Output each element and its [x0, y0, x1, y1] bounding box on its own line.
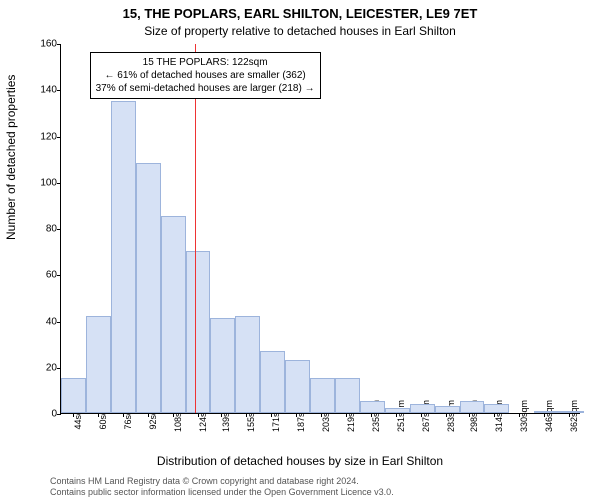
y-tick-mark [57, 137, 61, 138]
histogram-bar [410, 404, 435, 413]
x-tick-label: 346sqm [544, 400, 554, 432]
y-tick-mark [57, 90, 61, 91]
histogram-bar [534, 411, 559, 413]
x-tick-label: 362sqm [569, 400, 579, 432]
y-tick-label: 80 [46, 224, 57, 235]
x-axis-label: Distribution of detached houses by size … [0, 454, 600, 468]
y-tick-mark [57, 368, 61, 369]
y-tick-label: 100 [40, 177, 57, 188]
y-tick-label: 160 [40, 39, 57, 50]
footer-line-2: Contains public sector information licen… [50, 487, 590, 498]
histogram-bar [186, 251, 211, 413]
histogram-bar [61, 378, 86, 413]
histogram-plot: 02040608010012014016044sqm60sqm76sqm92sq… [60, 44, 580, 414]
histogram-bar [285, 360, 310, 413]
histogram-bar [310, 378, 335, 413]
histogram-bar [385, 408, 410, 413]
histogram-bar [86, 316, 111, 413]
histogram-bar [235, 316, 260, 413]
histogram-bar [161, 216, 186, 413]
x-tick-label: 330sqm [519, 400, 529, 432]
histogram-bar [559, 411, 584, 413]
histogram-bar [210, 318, 235, 413]
histogram-bar [435, 406, 460, 413]
x-tick-label: 283sqm [446, 400, 456, 432]
y-tick-label: 40 [46, 316, 57, 327]
y-tick-mark [57, 44, 61, 45]
histogram-bar [360, 401, 385, 413]
y-tick-mark [57, 322, 61, 323]
x-tick-label: 251sqm [396, 400, 406, 432]
footer-line-1: Contains HM Land Registry data © Crown c… [50, 476, 590, 487]
y-tick-label: 140 [40, 85, 57, 96]
title-main: 15, THE POPLARS, EARL SHILTON, LEICESTER… [0, 6, 600, 21]
annotation-line-1: 15 THE POPLARS: 122sqm [96, 56, 315, 69]
histogram-bar [484, 404, 509, 413]
y-tick-mark [57, 183, 61, 184]
property-marker-line [195, 44, 196, 413]
y-tick-label: 60 [46, 270, 57, 281]
y-tick-label: 20 [46, 362, 57, 373]
annotation-box: 15 THE POPLARS: 122sqm← 61% of detached … [90, 52, 321, 99]
y-tick-mark [57, 414, 61, 415]
y-tick-label: 120 [40, 131, 57, 142]
histogram-bar [136, 163, 161, 413]
histogram-bar [335, 378, 360, 413]
annotation-line-2: ← 61% of detached houses are smaller (36… [96, 69, 315, 82]
footer-attribution: Contains HM Land Registry data © Crown c… [50, 476, 590, 499]
y-tick-mark [57, 229, 61, 230]
histogram-bar [111, 101, 136, 413]
histogram-bar [460, 401, 485, 413]
histogram-bar [260, 351, 285, 413]
y-tick-mark [57, 275, 61, 276]
annotation-line-3: 37% of semi-detached houses are larger (… [96, 82, 315, 95]
y-axis-label: Number of detached properties [4, 75, 18, 240]
title-sub: Size of property relative to detached ho… [0, 24, 600, 38]
